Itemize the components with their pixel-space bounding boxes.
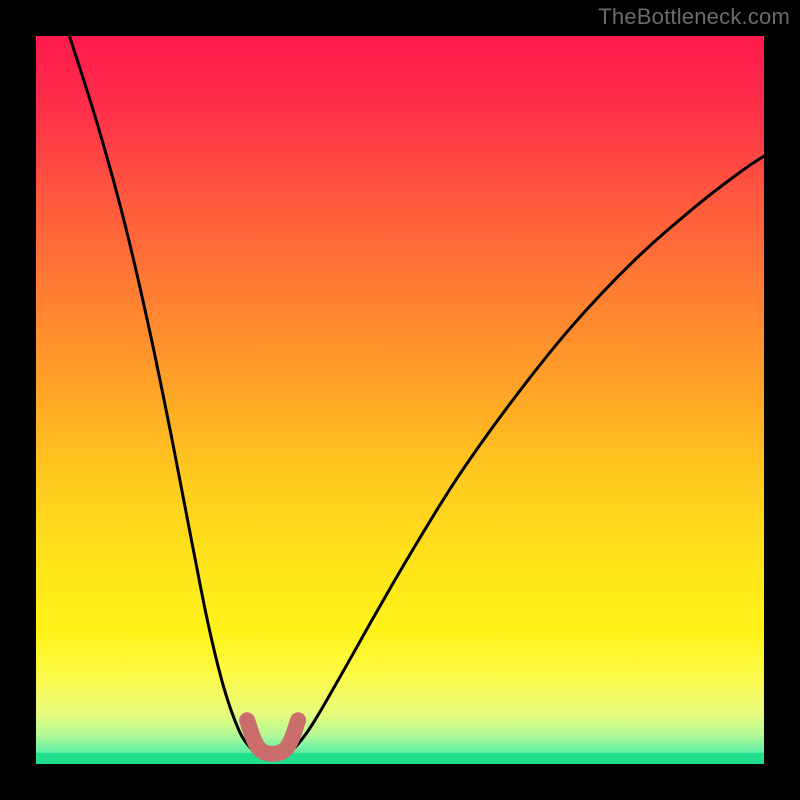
plot-svg	[36, 36, 764, 764]
watermark-text: TheBottleneck.com	[598, 4, 790, 30]
gradient-fill	[36, 36, 764, 764]
plot-area	[36, 36, 764, 764]
chart-root: TheBottleneck.com	[0, 0, 800, 800]
green-strip	[36, 753, 764, 764]
